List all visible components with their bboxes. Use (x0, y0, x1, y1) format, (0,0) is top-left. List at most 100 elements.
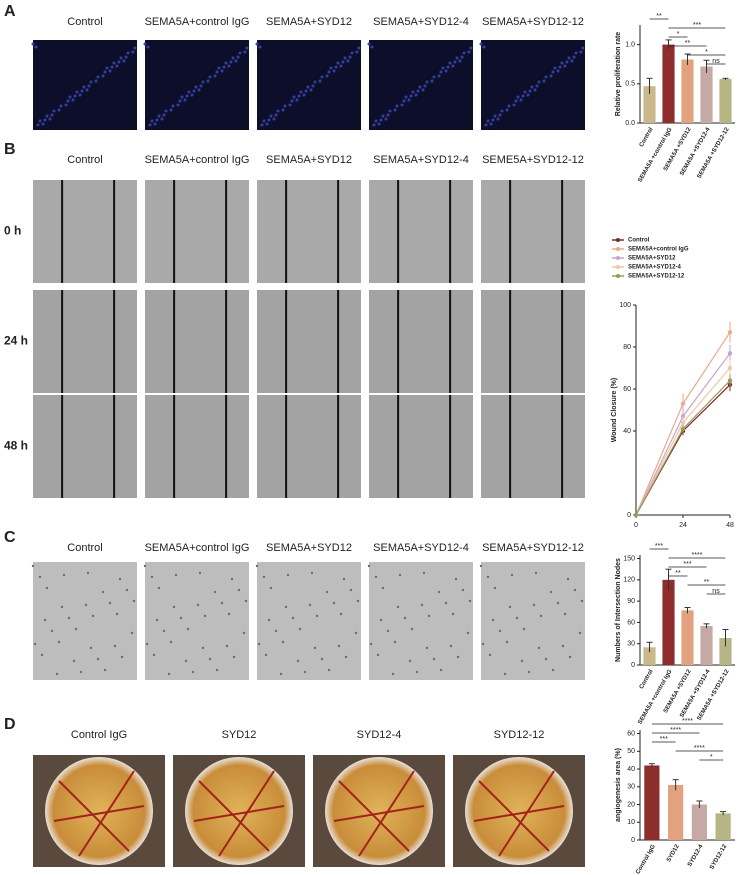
column-label: SEMA5A+SYD12 (266, 154, 352, 166)
wound-image (481, 290, 585, 393)
cell-dot (208, 75, 212, 79)
tube-node (291, 616, 295, 620)
tube-node (179, 616, 183, 620)
tube-node (286, 573, 290, 577)
column-label: SEME5A+SYD12-12 (482, 154, 584, 166)
tube-node (410, 627, 414, 631)
panel-label: D (4, 716, 16, 733)
cell-dot (407, 98, 411, 102)
cell-dot (348, 55, 352, 59)
cell-dot (245, 46, 249, 50)
cell-dot (439, 70, 443, 74)
cell-dot (336, 61, 340, 65)
cell-dot (558, 65, 562, 69)
series-line (635, 380, 731, 516)
significance-label: **** (694, 745, 705, 752)
tube-node (213, 590, 217, 594)
tube-node (315, 614, 319, 618)
wound-image (257, 290, 361, 393)
fluorescence-image (257, 40, 361, 130)
cam-dish (45, 757, 153, 865)
tube-node (113, 644, 117, 648)
cell-dot (269, 114, 273, 118)
cell-dot (306, 85, 310, 89)
tube-node (269, 586, 273, 590)
cell-dot (421, 88, 425, 92)
tube-node (532, 603, 536, 607)
cell-dot (164, 109, 168, 113)
cell-dot (283, 104, 287, 108)
cell-dot (505, 108, 509, 112)
legend-label: SEMA5A+SYD12-12 (628, 274, 685, 280)
cell-dot (441, 66, 445, 70)
bar (700, 66, 713, 123)
tube-node (208, 657, 212, 661)
fluorescence-image (481, 40, 585, 130)
tube-node (454, 577, 458, 581)
cell-dot (71, 98, 75, 102)
cell-dot (112, 61, 116, 65)
cell-dot (367, 42, 371, 46)
column-label: Control IgG (71, 729, 127, 741)
tube-node (220, 601, 224, 605)
cell-dot (82, 85, 86, 89)
cell-dot (199, 84, 203, 88)
tube-node (493, 586, 497, 590)
tube-node (313, 646, 317, 650)
cell-dot (448, 61, 452, 65)
cell-dot (146, 45, 150, 49)
tube-node (108, 601, 112, 605)
tube-node (561, 644, 565, 648)
bar (700, 625, 713, 665)
tube-node (354, 631, 358, 635)
tube-node (488, 653, 492, 657)
tube-node (310, 571, 314, 575)
cell-dot (496, 117, 500, 121)
bar (643, 647, 656, 665)
wound-image (33, 290, 137, 393)
y-tick-label: 1.0 (625, 41, 635, 48)
tube-node (227, 612, 231, 616)
cell-dot (59, 104, 63, 108)
cell-dot (153, 122, 157, 126)
tube-node (40, 653, 44, 657)
cell-dot (493, 114, 497, 118)
cell-dot (234, 59, 238, 63)
y-tick-label: 120 (623, 577, 635, 584)
x-tick-label: Control (639, 669, 655, 691)
tube-node (398, 573, 402, 577)
tube-node (437, 590, 441, 594)
cell-dot (451, 64, 455, 68)
tube-node (415, 670, 419, 674)
cell-dot (190, 93, 194, 97)
tube-node (101, 590, 105, 594)
cell-dot (346, 59, 350, 63)
tube-node (491, 618, 495, 622)
cell-dot (68, 95, 72, 99)
cell-dot (131, 50, 135, 54)
legend-label: SEMA5A+SYD12 (628, 256, 676, 262)
cell-dot (57, 108, 61, 112)
cell-dot (325, 74, 329, 78)
vessel (478, 780, 550, 852)
tube-node (115, 612, 119, 616)
cell-dot (292, 95, 296, 99)
column-label: SEMA5A+control IgG (145, 16, 250, 28)
cell-dot (581, 46, 585, 50)
cell-dot (374, 119, 378, 123)
tube-node (89, 646, 93, 650)
cell-dot (460, 55, 464, 59)
bar (681, 59, 694, 123)
cell-dot (329, 66, 333, 70)
cell-dot (288, 103, 292, 107)
cell-dot (334, 65, 338, 69)
tube-node (439, 668, 443, 672)
cell-dot (180, 95, 184, 99)
cell-dot (572, 55, 576, 59)
tube-node (157, 586, 161, 590)
cell-dot (462, 51, 466, 55)
cam-dish (185, 757, 293, 865)
tube-node (556, 601, 560, 605)
tube-node (503, 672, 507, 676)
cell-dot (52, 109, 56, 113)
